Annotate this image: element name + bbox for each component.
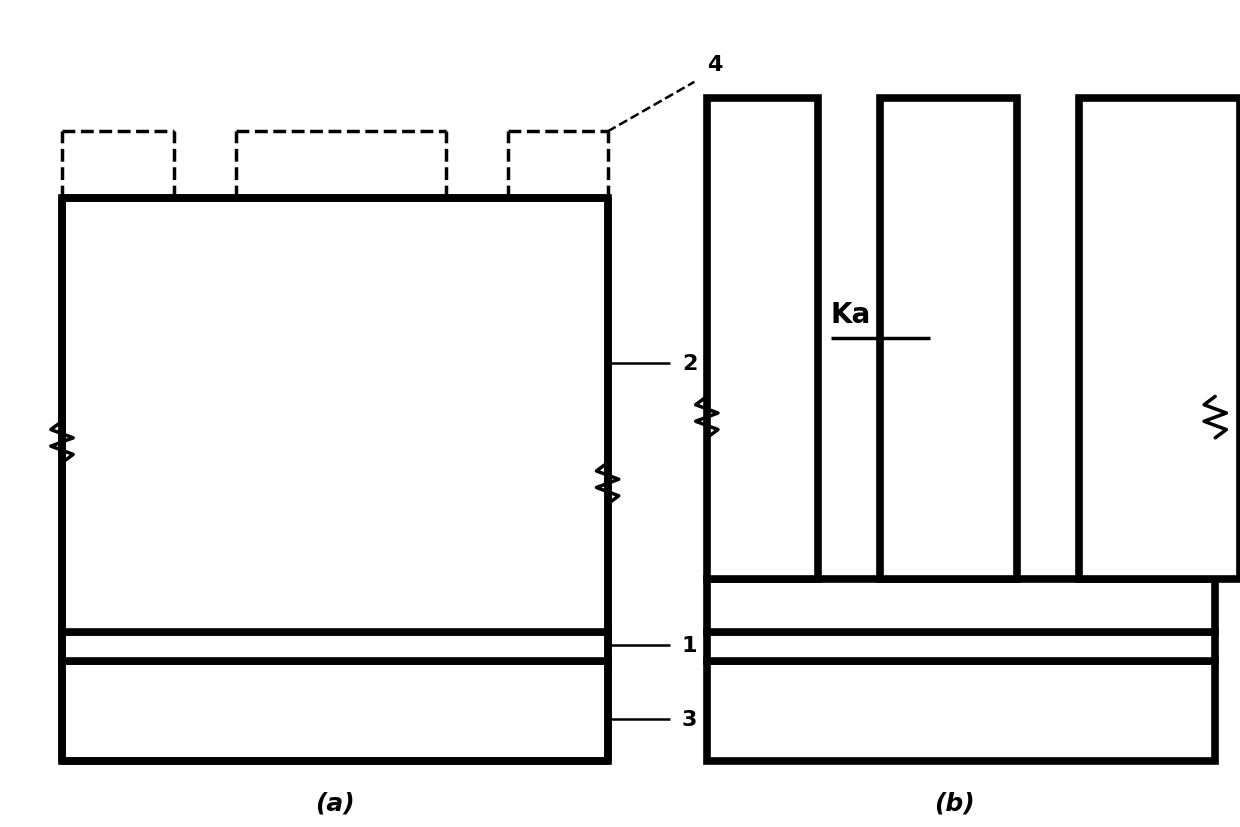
FancyBboxPatch shape xyxy=(707,633,1215,662)
Text: (a): (a) xyxy=(315,791,355,814)
FancyBboxPatch shape xyxy=(707,662,1215,761)
Text: 4: 4 xyxy=(707,55,722,74)
FancyBboxPatch shape xyxy=(62,633,608,662)
Text: 1: 1 xyxy=(682,635,697,655)
FancyBboxPatch shape xyxy=(62,662,608,761)
FancyBboxPatch shape xyxy=(707,579,1215,633)
Text: Ka: Ka xyxy=(831,300,870,328)
Text: (b): (b) xyxy=(935,791,975,814)
Text: 2: 2 xyxy=(682,354,697,374)
FancyBboxPatch shape xyxy=(707,99,818,579)
FancyBboxPatch shape xyxy=(1079,99,1240,579)
FancyBboxPatch shape xyxy=(62,198,608,633)
FancyBboxPatch shape xyxy=(880,99,1017,579)
Text: 3: 3 xyxy=(682,710,697,729)
